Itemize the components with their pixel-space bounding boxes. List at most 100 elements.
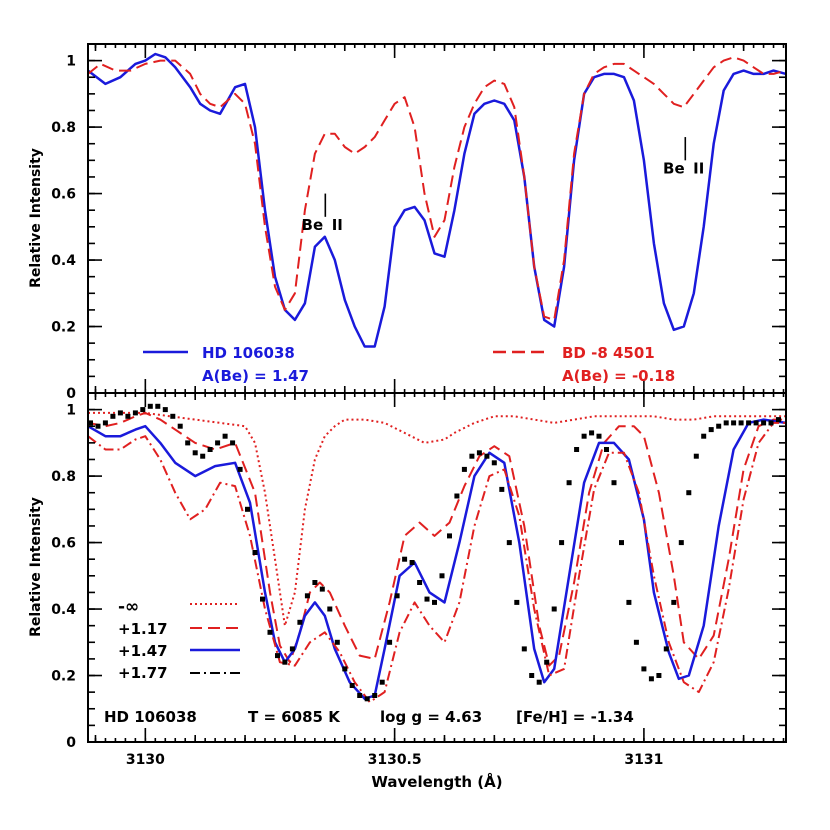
observed-point — [162, 407, 168, 413]
observed-point — [469, 453, 475, 459]
caption-teff: T = 6085 K — [248, 708, 341, 726]
observed-point — [237, 466, 243, 472]
observed-point — [506, 540, 512, 546]
observed-point — [776, 417, 781, 423]
observed-point — [342, 666, 348, 672]
observed-point — [574, 447, 580, 452]
observed-point — [387, 639, 393, 645]
observed-point — [738, 420, 744, 426]
observed-point — [529, 673, 535, 678]
observed-point — [409, 560, 415, 565]
caption-star: HD 106038 — [104, 708, 197, 726]
observed-point — [514, 599, 520, 605]
observed-point — [641, 666, 647, 672]
bottom-x-tick-label: 3130 — [126, 752, 165, 768]
bottom-y-tick-label: 0.2 — [51, 669, 76, 685]
legend-sub-bd8-4501: A(Be) = -0.18 — [562, 367, 675, 385]
observed-point — [476, 450, 482, 456]
observed-point — [289, 646, 295, 652]
observed-point — [589, 430, 595, 436]
observed-point — [282, 659, 288, 665]
bottom-series-1-47 — [87, 418, 787, 701]
observed-point — [147, 403, 153, 409]
observed-point — [671, 599, 677, 605]
observed-point — [656, 673, 662, 678]
bottom-panel: 0 0.2 0.4 0.6 0.8 1 3130 3130.5 3131 Relative In… — [28, 392, 787, 791]
observed-point — [88, 420, 93, 426]
observed-point — [559, 540, 565, 546]
bottom-y-tick-label: 0 — [66, 735, 76, 751]
observed-point — [544, 659, 550, 665]
observed-point — [185, 440, 191, 446]
observed-point — [125, 413, 131, 419]
bottom-series-1-77 — [87, 421, 786, 704]
observed-point — [132, 410, 138, 416]
observed-point — [319, 586, 325, 592]
observed-point — [140, 407, 146, 413]
legend-label-hd106038: HD 106038 — [202, 344, 295, 362]
observed-point — [723, 420, 729, 426]
observed-point — [200, 453, 206, 459]
bottom-y-tick-label: 0.4 — [51, 602, 76, 618]
observed-point — [678, 540, 684, 546]
bottom-x-tick-label: 3131 — [624, 752, 663, 768]
observed-point — [334, 639, 340, 645]
top-panel: 00.20.40.60.81 Relative Intensity Be II … — [28, 43, 787, 402]
observed-point — [155, 403, 161, 409]
annotation-ii-left: II — [332, 216, 343, 234]
observed-point — [260, 596, 265, 602]
observed-point — [349, 683, 355, 688]
observed-point — [252, 550, 258, 555]
observed-point — [312, 580, 318, 585]
observed-point — [619, 540, 624, 546]
bottom-panel-frame — [87, 392, 787, 743]
annotation-be-left: Be — [302, 216, 324, 234]
bottom-y-tick-label: 1 — [66, 403, 76, 419]
observed-point — [753, 420, 759, 426]
observed-point — [275, 653, 280, 659]
top-y-axis-label: Relative Intensity — [28, 148, 44, 288]
observed-point — [731, 420, 737, 426]
bottom-series-minus-infinity — [88, 411, 786, 627]
bottom-series-1-17 — [87, 411, 786, 667]
observed-point — [768, 420, 774, 426]
observed-point — [633, 639, 639, 645]
observed-point — [417, 580, 423, 585]
legend-sub-hd106038: A(Be) = 1.47 — [202, 367, 309, 385]
legend-label-minus-infinity: -∞ — [118, 597, 139, 617]
observed-point — [581, 433, 587, 439]
observed-point — [170, 413, 176, 419]
observed-point — [245, 506, 250, 512]
annotation-be-right: Be — [663, 160, 685, 178]
observed-point — [686, 490, 692, 496]
observed-point — [566, 480, 572, 486]
observed-point — [372, 693, 378, 698]
observed-point — [611, 480, 617, 486]
legend-label-bd8-4501: BD -8 4501 — [562, 344, 655, 362]
observed-point — [716, 423, 722, 429]
top-y-tick-label: 0 — [66, 386, 76, 402]
observed-point — [521, 646, 527, 652]
bottom-x-tick-label: 3130.5 — [368, 752, 422, 768]
observed-point — [379, 679, 385, 685]
observed-point — [215, 440, 221, 446]
observed-point — [761, 420, 767, 426]
top-y-tick-label: 0.8 — [51, 120, 76, 136]
observed-point — [357, 693, 363, 698]
observed-point — [663, 646, 669, 652]
observed-point — [207, 447, 213, 452]
observed-point — [297, 619, 303, 625]
observed-point — [491, 460, 497, 466]
observed-point — [192, 450, 198, 456]
bottom-y-axis-label: Relative Intensity — [28, 497, 44, 637]
caption-logg: log g = 4.63 — [380, 708, 482, 726]
observed-point — [230, 440, 236, 446]
top-series-bd-8-4501 — [87, 56, 787, 321]
observed-point — [499, 486, 505, 492]
legend-label-1-77: +1.77 — [118, 664, 168, 682]
observed-point — [394, 593, 400, 599]
observed-point — [454, 493, 460, 499]
observed-point — [551, 606, 557, 612]
